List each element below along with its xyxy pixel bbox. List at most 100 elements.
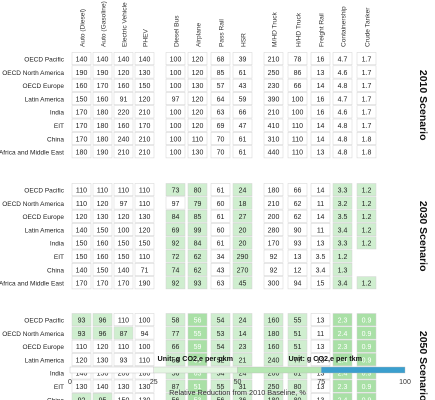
- heat-cell: [232, 65, 253, 79]
- cell-value: 24: [239, 371, 247, 378]
- cell-value: 93: [120, 357, 128, 364]
- heat-cell: [310, 236, 331, 250]
- heat-cell: [187, 78, 208, 92]
- heat-cell: [332, 196, 353, 210]
- cell-value: 58: [172, 318, 180, 325]
- heat-cell: [332, 249, 353, 263]
- cell-value: 100: [170, 136, 182, 143]
- cell-value: 96: [99, 331, 107, 338]
- cell-value: 13: [317, 384, 325, 391]
- cell-value: 51: [294, 331, 302, 338]
- cell-value: 52: [217, 357, 225, 364]
- cell-value: 53: [217, 331, 225, 338]
- cell-value: 120: [139, 96, 151, 103]
- cell-value: 120: [118, 214, 130, 221]
- cell-value: 170: [97, 281, 109, 288]
- heat-cell: [332, 276, 353, 290]
- cell-value: 13: [317, 318, 325, 325]
- row-label: EIT: [54, 254, 64, 261]
- heat-cell: [210, 145, 231, 159]
- heat-cell: [310, 379, 331, 393]
- cell-value: 130: [139, 384, 151, 391]
- heat-cell: [356, 276, 377, 290]
- cell-value: 220: [118, 110, 130, 117]
- row-label: OECD Pacific: [24, 57, 64, 64]
- heat-cell: [71, 379, 92, 393]
- cell-value: 100: [118, 227, 130, 234]
- heat-cell: [310, 65, 331, 79]
- row-label: OECD North America: [2, 70, 64, 77]
- cell-value: 200: [118, 371, 130, 378]
- cell-value: 70: [217, 150, 225, 157]
- cell-value: 100: [170, 70, 182, 77]
- heat-cell: [165, 196, 186, 210]
- cell-value: 55: [294, 318, 302, 325]
- heat-cell: [310, 209, 331, 223]
- heat-cell: [210, 249, 231, 263]
- cell-value: 63: [217, 110, 225, 117]
- cell-value: 120: [76, 214, 88, 221]
- cell-value: 63: [194, 371, 202, 378]
- cell-value: 110: [292, 136, 303, 143]
- cell-value: 55: [194, 331, 202, 338]
- heat-cell: [356, 145, 377, 159]
- heat-cell: [71, 223, 92, 236]
- heat-cell: [210, 223, 231, 236]
- heat-cell: [113, 326, 134, 340]
- cell-value: 13: [317, 397, 325, 400]
- row-label: OECD Pacific: [24, 318, 64, 325]
- column-header: Electric Vehicle: [122, 2, 129, 47]
- cell-value: 4.7: [338, 57, 348, 64]
- heat-cell: [71, 209, 92, 223]
- row-label: OECD Europe: [22, 214, 64, 221]
- heat-cell: [71, 105, 92, 119]
- heat-cell: [187, 339, 208, 353]
- column-header: Auto (Diesel): [80, 9, 87, 47]
- heat-cell: [92, 393, 113, 400]
- cell-value: 120: [192, 123, 204, 130]
- cell-value: 150: [139, 83, 151, 90]
- cell-value: 31: [239, 384, 247, 391]
- column-header: PHEV: [143, 28, 150, 47]
- heat-cell: [263, 78, 284, 92]
- legend-swatch: [69, 366, 154, 374]
- heat-cell: [134, 118, 155, 132]
- cell-value: 71: [141, 267, 149, 274]
- cell-value: 260: [268, 371, 280, 378]
- row-label: Latin America: [25, 357, 65, 364]
- cell-value: 87: [172, 384, 180, 391]
- legend-tick-label: 100: [399, 379, 411, 386]
- heat-cell: [187, 276, 208, 290]
- heat-cell: [263, 249, 284, 263]
- row-label: India: [50, 371, 64, 378]
- cell-value: 130: [118, 384, 130, 391]
- heat-cell: [356, 209, 377, 223]
- heat-cell: [232, 276, 253, 290]
- cell-value: 77: [172, 331, 180, 338]
- heat-cell: [92, 105, 113, 119]
- cell-value: 140: [118, 57, 130, 64]
- heat-cell: [165, 118, 186, 132]
- cell-value: 2.3: [338, 344, 348, 351]
- heat-cell: [356, 393, 377, 400]
- heat-cell: [113, 263, 134, 276]
- cell-value: 160: [118, 123, 130, 130]
- heat-cell: [165, 145, 186, 159]
- cell-value: 110: [76, 344, 87, 351]
- legend-swatch: [237, 366, 322, 374]
- cell-value: 92: [172, 241, 180, 248]
- cell-value: 130: [139, 70, 151, 77]
- cell-value: 390: [268, 96, 280, 103]
- heat-cell: [263, 132, 284, 145]
- legend-tick-label: 75: [317, 379, 325, 386]
- cell-value: 100: [139, 318, 151, 325]
- cell-value: 160: [118, 83, 130, 90]
- heat-cell: [232, 118, 253, 132]
- heat-cell: [113, 52, 134, 66]
- cell-value: 130: [97, 214, 109, 221]
- cell-value: 140: [76, 227, 88, 234]
- heat-cell: [310, 183, 331, 197]
- cell-value: 43: [217, 267, 225, 274]
- heat-cell: [287, 236, 308, 250]
- cell-value: 99: [194, 227, 202, 234]
